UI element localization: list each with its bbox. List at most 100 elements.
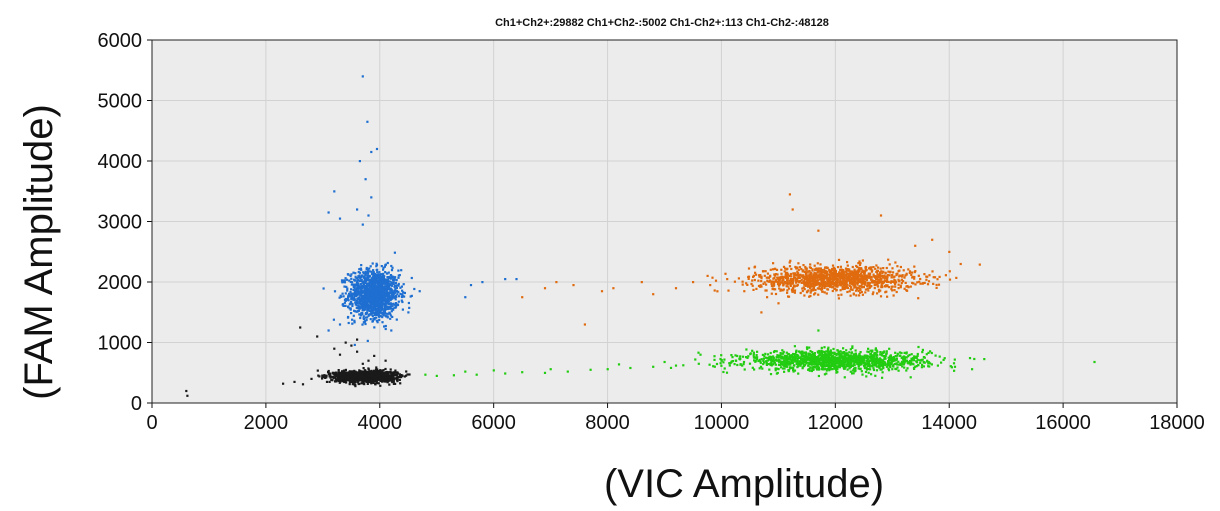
data-point	[761, 353, 764, 356]
data-point	[870, 355, 873, 358]
data-point	[402, 291, 405, 294]
data-point	[919, 277, 922, 281]
data-point	[797, 365, 800, 368]
data-point	[333, 290, 337, 293]
data-point	[358, 276, 361, 279]
data-point	[762, 362, 765, 366]
data-point	[833, 358, 836, 362]
data-point	[370, 273, 374, 276]
data-point	[804, 276, 807, 279]
data-point	[373, 313, 376, 317]
data-point	[780, 360, 783, 363]
data-point	[766, 272, 769, 275]
data-point	[868, 274, 871, 277]
data-point	[372, 271, 375, 274]
data-point	[909, 376, 912, 379]
data-point	[800, 281, 803, 284]
data-point	[374, 280, 377, 283]
data-point	[713, 358, 716, 361]
data-point	[843, 283, 846, 286]
data-point	[746, 356, 749, 359]
data-point	[824, 266, 827, 269]
data-point	[867, 267, 871, 270]
data-point	[355, 299, 358, 303]
data-point	[880, 286, 883, 289]
data-point	[776, 283, 780, 286]
data-point	[858, 294, 861, 297]
data-point	[391, 305, 394, 308]
data-point	[879, 276, 882, 279]
data-point	[344, 292, 347, 295]
data-point	[833, 267, 836, 271]
data-point	[344, 299, 347, 302]
data-point	[926, 359, 929, 362]
data-point	[805, 267, 808, 270]
data-point	[887, 286, 890, 289]
data-point	[896, 352, 899, 355]
data-point	[865, 367, 868, 370]
data-point	[762, 282, 765, 285]
data-point	[492, 369, 495, 372]
data-point	[876, 285, 879, 288]
data-point	[864, 274, 867, 277]
data-point	[828, 277, 831, 280]
data-point	[757, 279, 760, 282]
data-point	[763, 355, 766, 358]
data-point	[867, 350, 870, 354]
data-point	[884, 276, 887, 279]
data-point	[379, 306, 382, 309]
data-point	[842, 360, 845, 363]
data-point	[357, 306, 360, 309]
data-point	[376, 271, 379, 274]
data-point	[383, 281, 386, 284]
data-point	[850, 277, 853, 280]
data-point	[343, 285, 346, 288]
data-point	[376, 321, 379, 324]
data-point	[389, 284, 392, 287]
data-point	[383, 310, 386, 313]
data-point	[772, 359, 775, 362]
data-point	[869, 352, 872, 356]
data-point	[390, 269, 394, 272]
data-point	[914, 244, 917, 247]
data-point	[348, 303, 351, 306]
data-point	[352, 314, 355, 317]
data-point	[905, 356, 908, 359]
data-point	[361, 309, 364, 312]
data-point	[858, 285, 861, 288]
data-point	[826, 364, 829, 367]
data-point	[859, 357, 863, 360]
data-point	[866, 350, 869, 353]
data-point	[370, 310, 373, 313]
data-point	[716, 290, 719, 293]
data-point	[394, 281, 397, 284]
data-point	[832, 347, 835, 351]
data-point	[849, 348, 852, 351]
data-point	[881, 282, 884, 285]
data-point	[374, 309, 377, 312]
data-point	[390, 329, 393, 332]
data-point	[809, 291, 812, 294]
data-point	[384, 324, 387, 328]
data-point	[372, 281, 375, 284]
data-point	[366, 305, 370, 309]
data-point	[796, 274, 799, 277]
data-point	[903, 287, 906, 290]
data-point	[341, 303, 344, 306]
data-point	[353, 292, 356, 295]
data-point	[841, 288, 844, 291]
data-point	[836, 362, 840, 365]
data-point	[395, 278, 398, 282]
grid-lines	[152, 40, 1177, 403]
data-point	[706, 274, 709, 277]
data-point	[743, 368, 746, 371]
data-point	[364, 281, 367, 284]
data-point	[857, 367, 860, 370]
data-point	[352, 381, 355, 385]
data-point	[713, 355, 716, 358]
data-point	[925, 278, 928, 281]
data-point	[883, 277, 886, 280]
data-point	[856, 283, 859, 286]
data-point	[874, 267, 877, 270]
data-point	[387, 280, 390, 283]
